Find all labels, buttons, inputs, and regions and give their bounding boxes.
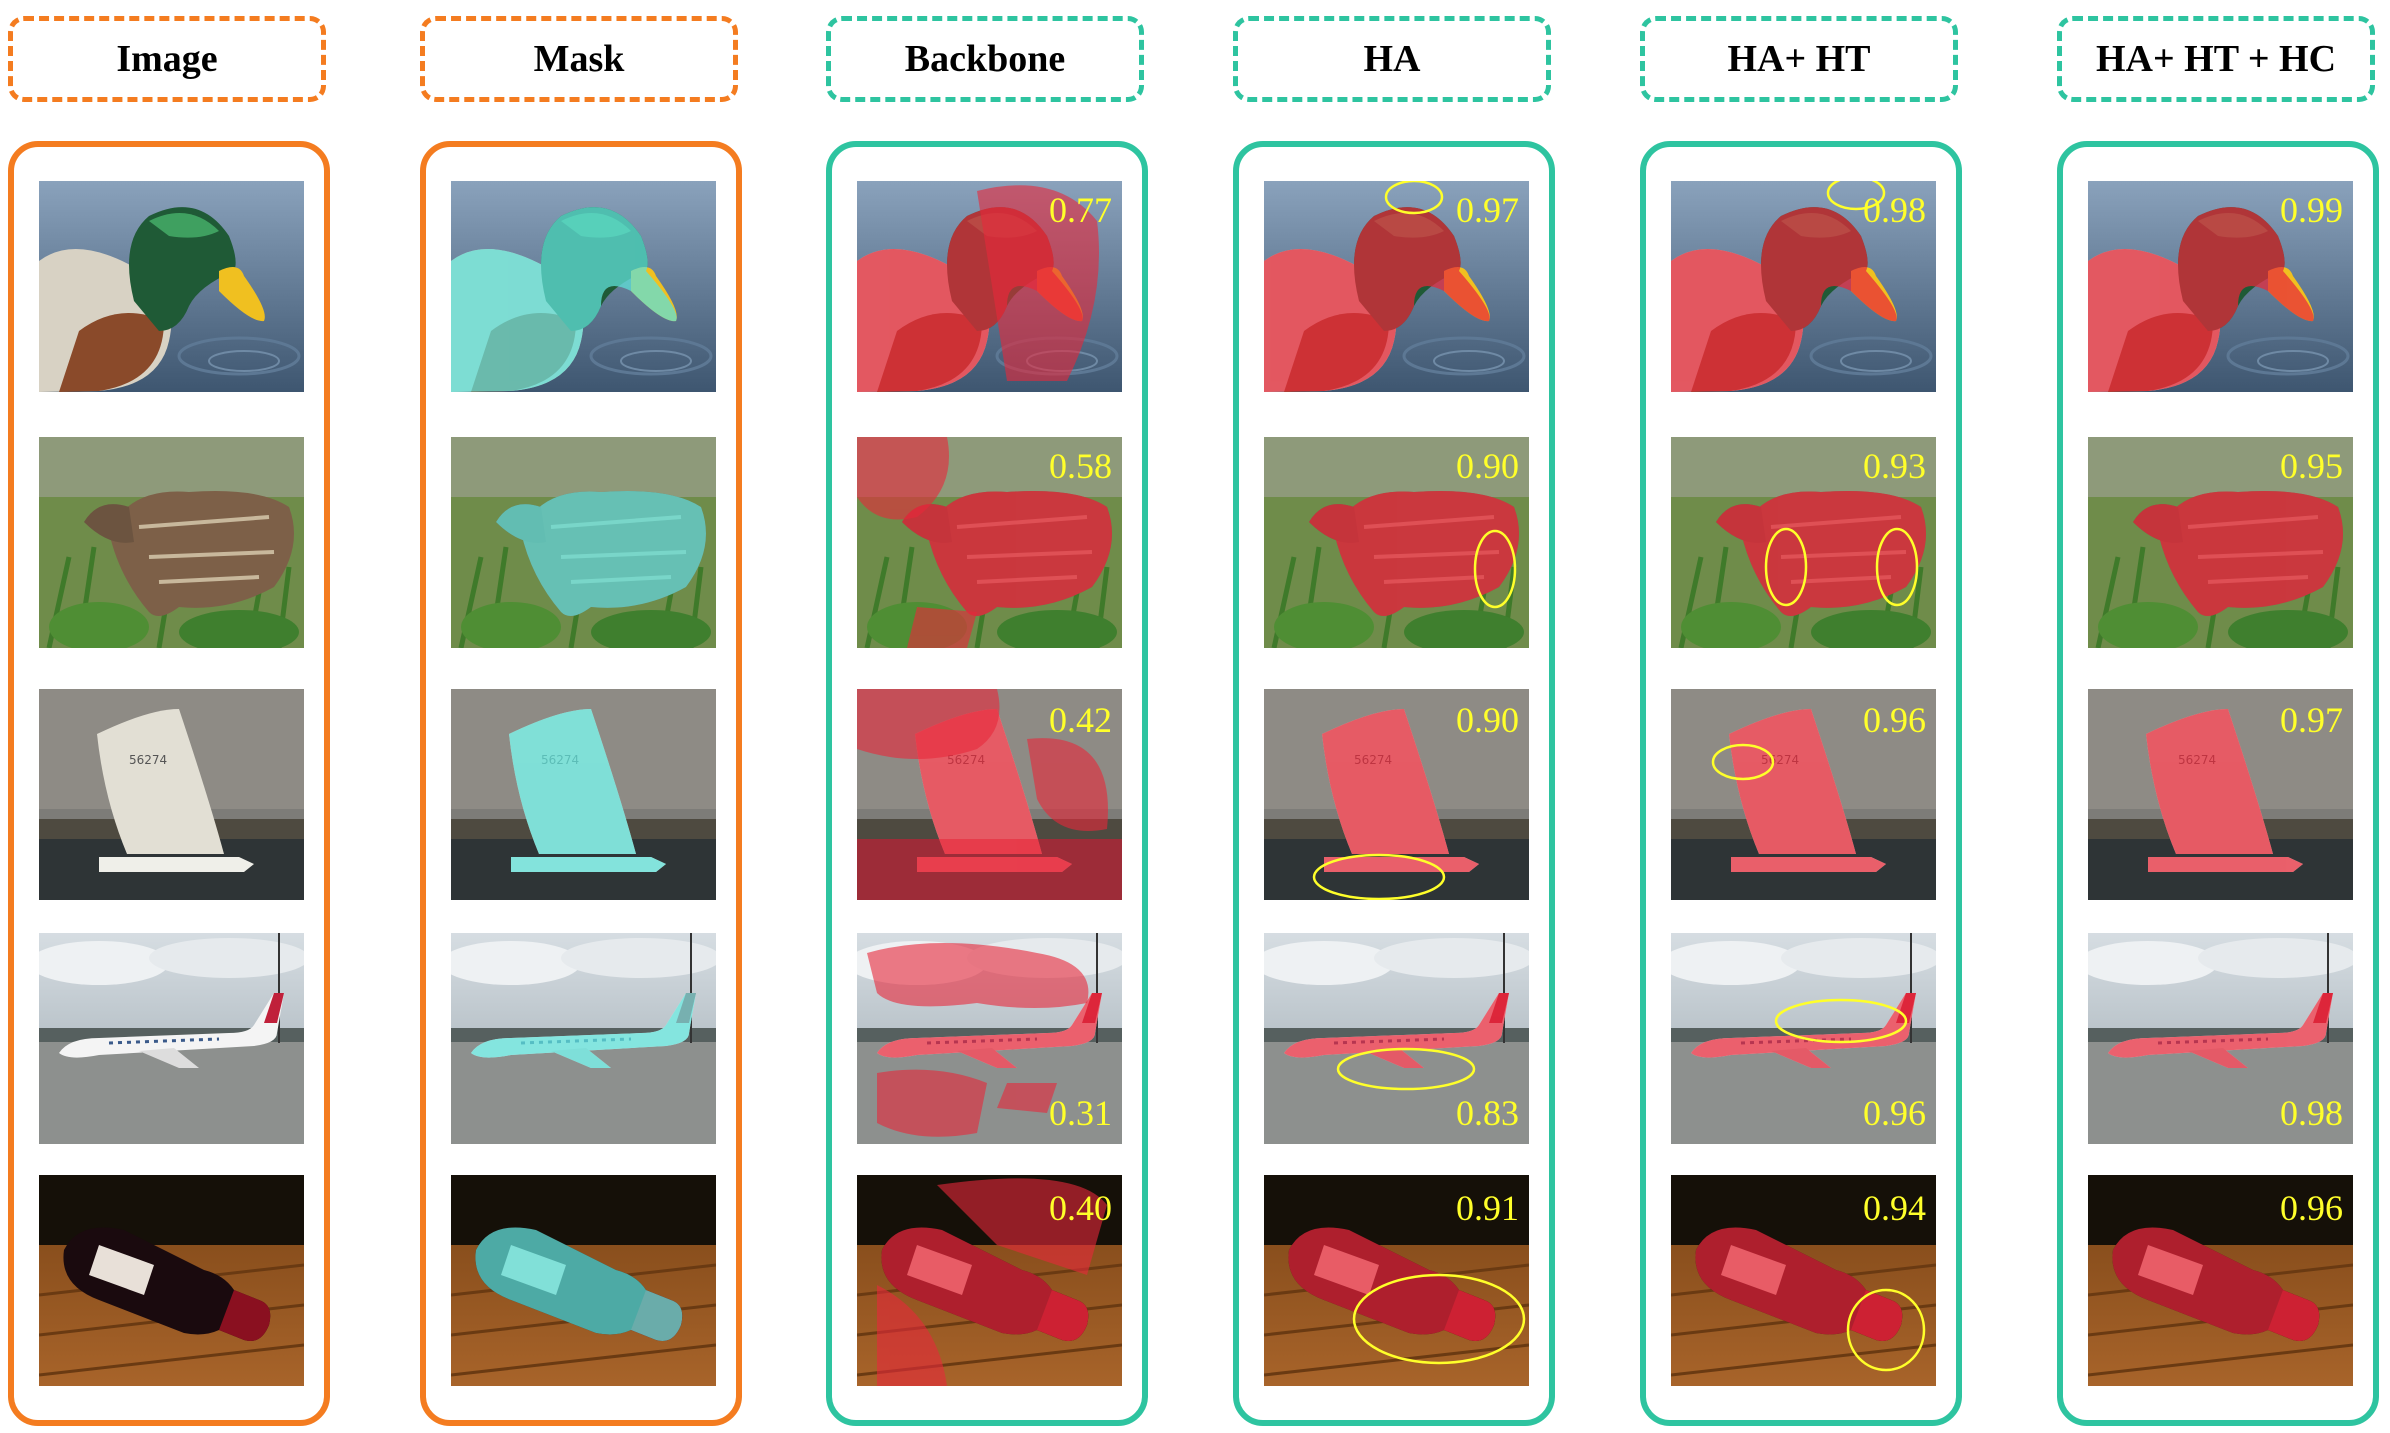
- error-highlight-ellipse: [1473, 529, 1517, 609]
- duck-image-thumbnail: [39, 181, 304, 392]
- score-label: 0.96: [1863, 700, 1926, 740]
- sailboat-backbone-thumbnail: 56274 0.42: [857, 689, 1122, 900]
- error-highlight-ellipse: [1336, 1047, 1476, 1091]
- column-header: HA: [1233, 16, 1551, 102]
- duck-ha_ht-thumbnail: 0.98: [1671, 181, 1936, 392]
- column-header: Backbone: [826, 16, 1144, 102]
- score-label: 0.96: [1863, 1093, 1926, 1133]
- score-label: 0.90: [1456, 700, 1519, 740]
- column-title: HA+ HT + HC: [2095, 38, 2337, 80]
- score-label: 0.97: [2280, 700, 2343, 740]
- sailboat-ha-thumbnail: 56274 0.90: [1264, 689, 1529, 900]
- column-header: Mask: [420, 16, 738, 102]
- score-label: 0.95: [2280, 446, 2343, 486]
- score-label: 0.98: [1863, 190, 1926, 230]
- wine-bottle-mask-thumbnail: [451, 1175, 716, 1386]
- error-highlight-ellipse: [1826, 181, 1886, 211]
- column-title: Image: [116, 38, 218, 80]
- column-frame: [2057, 141, 2379, 1426]
- score-label: 0.94: [1863, 1188, 1926, 1228]
- wine-bottle-image-thumbnail: [39, 1175, 304, 1386]
- quail-ha-thumbnail: 0.90: [1264, 437, 1529, 648]
- score-label: 0.42: [1049, 700, 1112, 740]
- column-header: HA+ HT + HC: [2057, 16, 2375, 102]
- column-header: Image: [8, 16, 326, 102]
- airplane-backbone-thumbnail: 0.31: [857, 933, 1122, 1144]
- wine-bottle-ha_ht_hc-thumbnail: 0.96: [2088, 1175, 2353, 1386]
- column-title: HA: [1363, 38, 1421, 80]
- error-highlight-ellipse: [1774, 998, 1908, 1044]
- column-frame: [1640, 141, 1962, 1426]
- duck-mask-thumbnail: [451, 181, 716, 392]
- quail-mask-thumbnail: [451, 437, 716, 648]
- column-title: Backbone: [904, 38, 1066, 80]
- airplane-ha_ht_hc-thumbnail: 0.98: [2088, 933, 2353, 1144]
- column-frame: [1233, 141, 1555, 1426]
- sailboat-mask-thumbnail: 56274: [451, 689, 716, 900]
- score-label: 0.90: [1456, 446, 1519, 486]
- score-label: 0.31: [1049, 1093, 1112, 1133]
- svg-text:56274: 56274: [129, 753, 167, 767]
- sailboat-ha_ht_hc-thumbnail: 56274 0.97: [2088, 689, 2353, 900]
- airplane-mask-thumbnail: [451, 933, 716, 1144]
- score-label: 0.97: [1456, 190, 1519, 230]
- sailboat-image-thumbnail: 56274: [39, 689, 304, 900]
- wine-bottle-ha-thumbnail: 0.91: [1264, 1175, 1529, 1386]
- error-highlight-ellipse: [1312, 853, 1446, 900]
- error-highlight-ellipse: [1875, 527, 1919, 607]
- wine-bottle-backbone-thumbnail: 0.40: [857, 1175, 1122, 1386]
- column-frame: [420, 141, 742, 1426]
- column-title: HA+ HT: [1727, 38, 1871, 80]
- column-mask: Mask: [420, 0, 750, 1433]
- airplane-image-thumbnail: [39, 933, 304, 1144]
- score-label: 0.40: [1049, 1188, 1112, 1228]
- airplane-ha-thumbnail: 0.83: [1264, 933, 1529, 1144]
- airplane-ha_ht-thumbnail: 0.96: [1671, 933, 1936, 1144]
- error-highlight-ellipse: [1384, 181, 1444, 215]
- column-header: HA+ HT: [1640, 16, 1958, 102]
- score-label: 0.77: [1049, 190, 1112, 230]
- error-highlight-ellipse: [1846, 1288, 1926, 1372]
- quail-backbone-thumbnail: 0.58: [857, 437, 1122, 648]
- quail-ha_ht-thumbnail: 0.93: [1671, 437, 1936, 648]
- score-label: 0.96: [2280, 1188, 2343, 1228]
- score-label: 0.99: [2280, 190, 2343, 230]
- score-label: 0.83: [1456, 1093, 1519, 1133]
- score-label: 0.91: [1456, 1188, 1519, 1228]
- column-title: Mask: [533, 38, 625, 80]
- column-ha_ht_hc: HA+ HT + HC 0.99 0.95: [2057, 0, 2387, 1433]
- sailboat-ha_ht-thumbnail: 56274 0.96: [1671, 689, 1936, 900]
- score-label: 0.93: [1863, 446, 1926, 486]
- duck-ha-thumbnail: 0.97: [1264, 181, 1529, 392]
- error-highlight-ellipse: [1711, 743, 1775, 781]
- column-frame: [8, 141, 330, 1426]
- score-label: 0.58: [1049, 446, 1112, 486]
- score-label: 0.98: [2280, 1093, 2343, 1133]
- column-ha_ht: HA+ HT 0.98 0.93: [1640, 0, 1970, 1433]
- column-image: Image: [8, 0, 338, 1433]
- column-frame: [826, 141, 1148, 1426]
- quail-ha_ht_hc-thumbnail: 0.95: [2088, 437, 2353, 648]
- error-highlight-ellipse: [1352, 1273, 1526, 1365]
- duck-backbone-thumbnail: 0.77: [857, 181, 1122, 392]
- column-backbone: Backbone 0.77 0.58: [826, 0, 1156, 1433]
- quail-image-thumbnail: [39, 437, 304, 648]
- duck-ha_ht_hc-thumbnail: 0.99: [2088, 181, 2353, 392]
- error-highlight-ellipse: [1764, 527, 1808, 607]
- column-ha: HA 0.97 0.90: [1233, 0, 1563, 1433]
- wine-bottle-ha_ht-thumbnail: 0.94: [1671, 1175, 1936, 1386]
